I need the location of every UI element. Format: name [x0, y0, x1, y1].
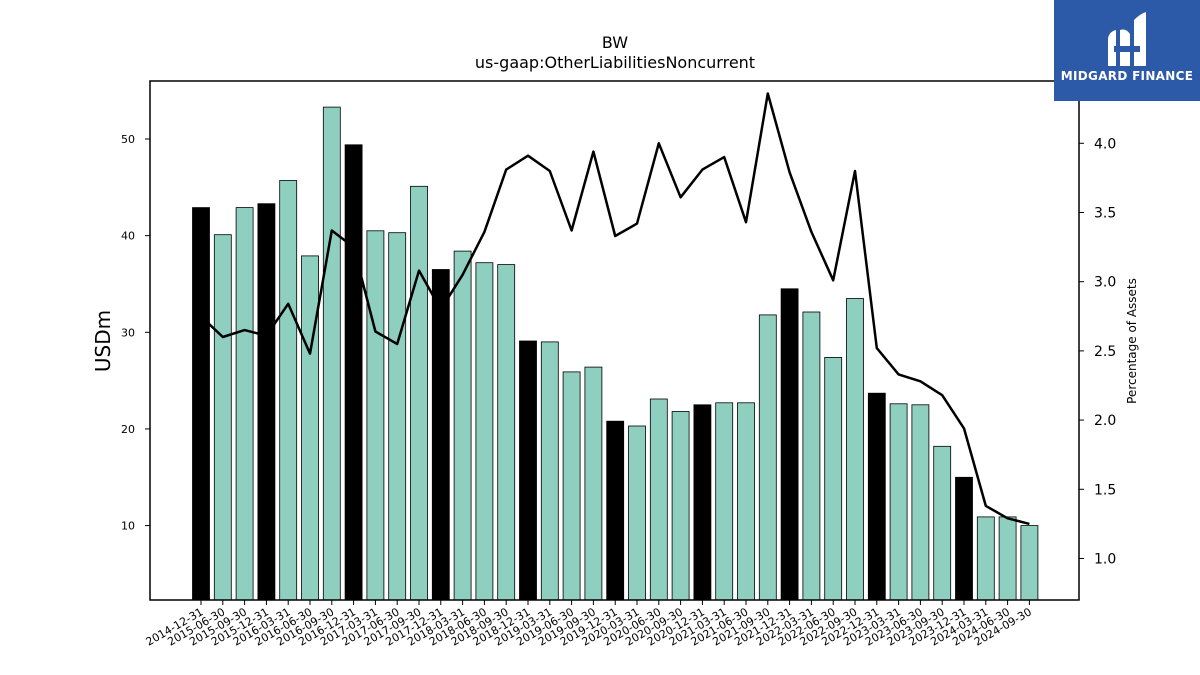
- y-tick-label: 30: [121, 326, 135, 339]
- bar: [584, 366, 603, 601]
- chart-title: BW: [602, 33, 628, 52]
- bar: [192, 207, 210, 601]
- y2-tick-label: 2.5: [1094, 344, 1116, 360]
- y-tick-label: 40: [121, 230, 135, 243]
- bar: [715, 402, 734, 601]
- y2-tick-label: 1.0: [1094, 551, 1116, 567]
- bar: [388, 232, 407, 601]
- bar: [475, 262, 494, 601]
- brand-mark-icon: [1108, 12, 1146, 66]
- bar: [758, 314, 777, 601]
- bar: [344, 144, 363, 601]
- bar: [257, 203, 276, 601]
- y2-tick-label: 3.0: [1094, 275, 1116, 291]
- plot-frame: [149, 80, 1080, 601]
- bar: [955, 476, 973, 601]
- y2-tick-label: 2.0: [1094, 413, 1116, 429]
- bar: [693, 404, 712, 601]
- bar: [889, 403, 908, 601]
- y2-tick-label: 1.5: [1094, 482, 1116, 498]
- bar: [519, 340, 537, 601]
- bar: [737, 402, 755, 601]
- bar: [933, 445, 952, 601]
- bar-series: [192, 106, 1039, 601]
- bar: [628, 425, 646, 601]
- bar: [322, 106, 341, 601]
- bar: [453, 250, 472, 601]
- bar: [562, 371, 581, 601]
- brand-name: MIDGARD FINANCE: [1060, 69, 1194, 83]
- y2-tick-label: 3.5: [1094, 205, 1116, 221]
- bar: [279, 180, 298, 601]
- bar: [213, 234, 232, 601]
- y-axis-left: 10 20 30 40 50: [121, 133, 150, 533]
- y-tick-label: 10: [121, 520, 135, 533]
- y2-axis-label: Percentage of Assets: [1125, 278, 1139, 404]
- x-axis: 2014-12-312015-06-302015-09-302015-12-31…: [144, 600, 1034, 649]
- bar: [846, 298, 864, 601]
- bar: [802, 311, 821, 601]
- bar: [540, 341, 559, 601]
- bar: [671, 411, 690, 601]
- y-tick-label: 20: [121, 423, 135, 436]
- brand-logo: MIDGARD FINANCE: [1054, 0, 1200, 101]
- bar: [780, 288, 799, 601]
- bar: [649, 398, 668, 601]
- y2-tick-label: 4.0: [1094, 136, 1116, 152]
- bar: [1020, 525, 1039, 601]
- bar: [606, 420, 625, 601]
- bar: [911, 404, 930, 601]
- bar: [497, 264, 516, 601]
- bar: [867, 392, 886, 601]
- y-axis-label: USDm: [91, 310, 115, 372]
- bar: [998, 516, 1017, 601]
- line-series: [200, 92, 1030, 526]
- bar: [824, 356, 843, 601]
- chart-subtitle: us-gaap:OtherLiabilitiesNoncurrent: [475, 53, 755, 72]
- y-tick-label: 50: [121, 133, 135, 146]
- bar: [301, 255, 319, 601]
- bar: [410, 185, 428, 601]
- bar: [431, 269, 450, 601]
- y-axis-right: 1.0 1.5 2.0 2.5 3.0 3.5 4.0: [1079, 136, 1116, 567]
- bar: [235, 207, 254, 601]
- bar: [366, 230, 385, 601]
- bar: [976, 516, 995, 601]
